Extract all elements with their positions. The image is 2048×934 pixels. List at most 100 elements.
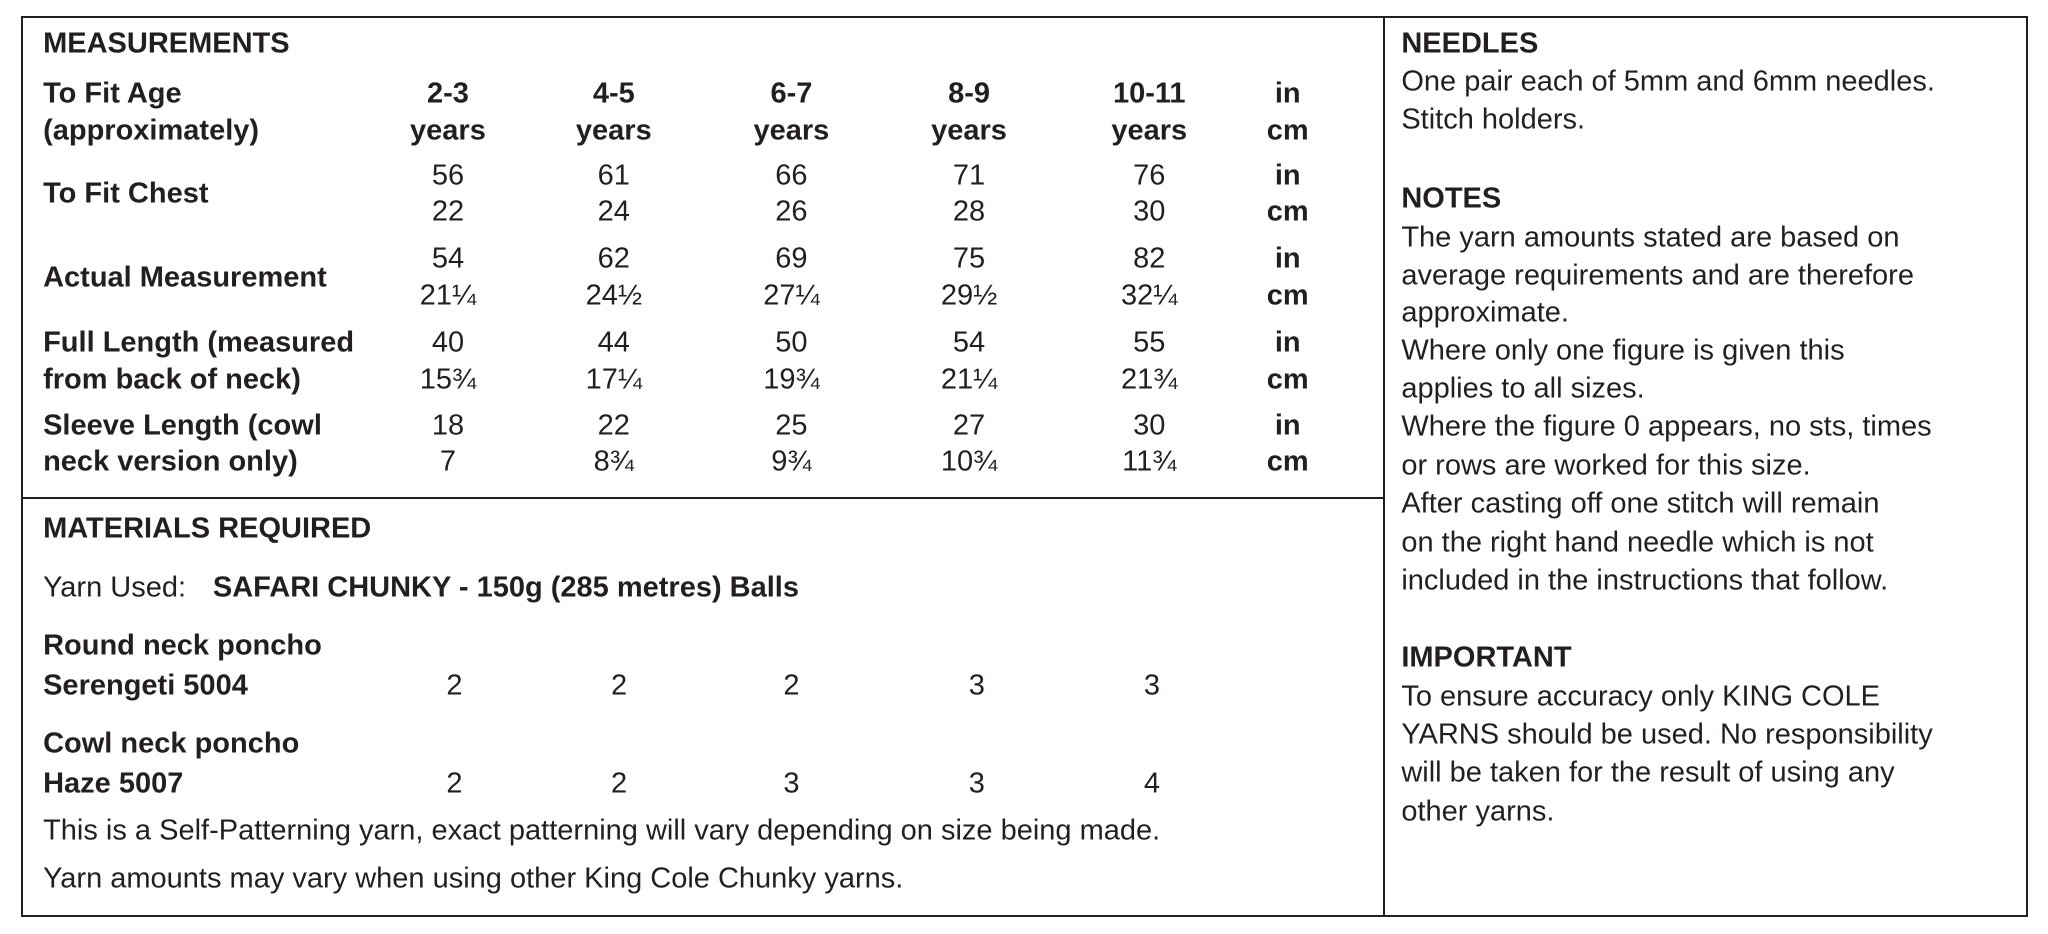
size-value: 66	[775, 159, 808, 192]
unit: cm	[1266, 363, 1309, 396]
body-line: One pair each of 5mm and 6mm needles.	[1401, 65, 1935, 98]
body-line: applies to all sizes.	[1401, 372, 1645, 405]
body-line: To ensure accuracy only KING COLE	[1401, 680, 1881, 713]
ball-count: 2	[610, 767, 628, 800]
section-title: MEASUREMENTS	[43, 27, 290, 60]
size-value: 28	[952, 195, 986, 228]
body-line: YARNS should be used. No responsibility	[1401, 718, 1933, 751]
size-value: 8¾	[593, 445, 634, 478]
size-value: 22	[431, 195, 465, 228]
body-line: Stitch holders.	[1401, 103, 1586, 136]
size-value: 15¾	[419, 363, 477, 396]
ball-count: 3	[968, 669, 985, 702]
outer-border	[21, 16, 2028, 917]
size-value: 30	[1133, 195, 1166, 228]
ball-count: 2	[446, 767, 463, 800]
row-label: neck version only)	[43, 445, 298, 478]
ball-count: 3	[783, 767, 800, 800]
size-value: 44	[597, 326, 630, 359]
size-value: 56	[431, 159, 465, 192]
body-line: included in the instructions that follow…	[1401, 564, 1889, 597]
ball-count: 3	[968, 767, 985, 800]
ball-count: 2	[610, 669, 628, 702]
row-label: To Fit Chest	[43, 177, 209, 210]
body-line: will be taken for the result of using an…	[1401, 756, 1895, 789]
column-divider	[1383, 16, 1385, 915]
body-line: or rows are worked for this size.	[1401, 449, 1811, 482]
unit: cm	[1266, 195, 1309, 228]
yarn-label: Yarn Used:	[43, 571, 187, 604]
option-label: Serengeti 5004	[43, 669, 248, 702]
unit: in	[1274, 77, 1301, 110]
size-value: 9¾	[771, 445, 812, 478]
unit: cm	[1266, 114, 1309, 147]
size-value: 10-11	[1112, 77, 1186, 110]
size-value: 8-9	[948, 77, 991, 110]
row-label: To Fit Age	[43, 77, 182, 110]
section-title: NEEDLES	[1401, 27, 1539, 60]
unit: in	[1274, 159, 1301, 192]
section-divider	[21, 497, 1384, 499]
unit: in	[1274, 242, 1301, 275]
size-value: 27¼	[763, 279, 820, 312]
row-label: Sleeve Length (cowl	[43, 409, 322, 442]
size-value: years	[575, 114, 652, 147]
unit: cm	[1266, 445, 1309, 478]
size-value: 50	[775, 326, 808, 359]
size-value: 82	[1133, 242, 1166, 275]
size-value: 26	[775, 195, 808, 228]
size-value: 18	[431, 409, 465, 442]
size-value: 21¼	[419, 279, 477, 312]
size-value: years	[1111, 114, 1188, 147]
size-value: 54	[952, 326, 986, 359]
size-value: 54	[431, 242, 465, 275]
body-line: on the right hand needle which is not	[1401, 526, 1874, 559]
size-value: 19¾	[763, 363, 820, 396]
ball-count: 2	[783, 669, 800, 702]
section-title: IMPORTANT	[1401, 641, 1572, 674]
row-label: from back of neck)	[43, 363, 301, 396]
body-line: The yarn amounts stated are based on	[1401, 221, 1900, 254]
size-value: 10¾	[940, 445, 998, 478]
size-value: 21¾	[1121, 363, 1178, 396]
size-value: 7	[439, 445, 457, 478]
unit: in	[1274, 409, 1301, 442]
size-value: years	[931, 114, 1007, 147]
size-value: 2-3	[426, 77, 469, 110]
body-line: approximate.	[1401, 296, 1569, 329]
size-value: 24½	[585, 279, 643, 312]
yarn-name: SAFARI CHUNKY - 150g (285 metres) Balls	[212, 571, 799, 604]
size-value: 6-7	[770, 77, 813, 110]
size-value: 29½	[940, 279, 998, 312]
size-value: 62	[597, 242, 630, 275]
unit: cm	[1266, 279, 1309, 312]
row-label: (approximately)	[43, 114, 260, 147]
option-label: Haze 5007	[43, 767, 184, 800]
size-value: 69	[775, 242, 808, 275]
size-value: years	[410, 114, 486, 147]
row-label: Full Length (measured	[43, 326, 355, 359]
option-label: Cowl neck poncho	[43, 727, 300, 760]
material-note: This is a Self-Patterning yarn, exact pa…	[43, 814, 1161, 847]
size-value: 24	[597, 195, 630, 228]
size-value: 22	[597, 409, 630, 442]
size-value: 21¼	[940, 363, 998, 396]
section-title: MATERIALS REQUIRED	[43, 512, 372, 545]
size-value: 76	[1133, 159, 1166, 192]
unit: in	[1274, 326, 1301, 359]
material-note: Yarn amounts may vary when using other K…	[43, 862, 904, 895]
size-value: 17¼	[585, 363, 643, 396]
size-value: 30	[1133, 409, 1166, 442]
body-line: Where only one figure is given this	[1401, 334, 1845, 367]
size-value: 61	[597, 159, 630, 192]
size-value: 11¾	[1122, 445, 1177, 478]
body-line: other yarns.	[1401, 795, 1555, 828]
size-value: 4-5	[592, 77, 635, 110]
option-label: Round neck poncho	[43, 629, 322, 662]
size-value: 40	[431, 326, 465, 359]
section-title: NOTES	[1401, 182, 1502, 214]
size-value: 25	[775, 409, 808, 442]
size-value: 55	[1133, 326, 1166, 359]
ball-count: 4	[1143, 767, 1160, 800]
